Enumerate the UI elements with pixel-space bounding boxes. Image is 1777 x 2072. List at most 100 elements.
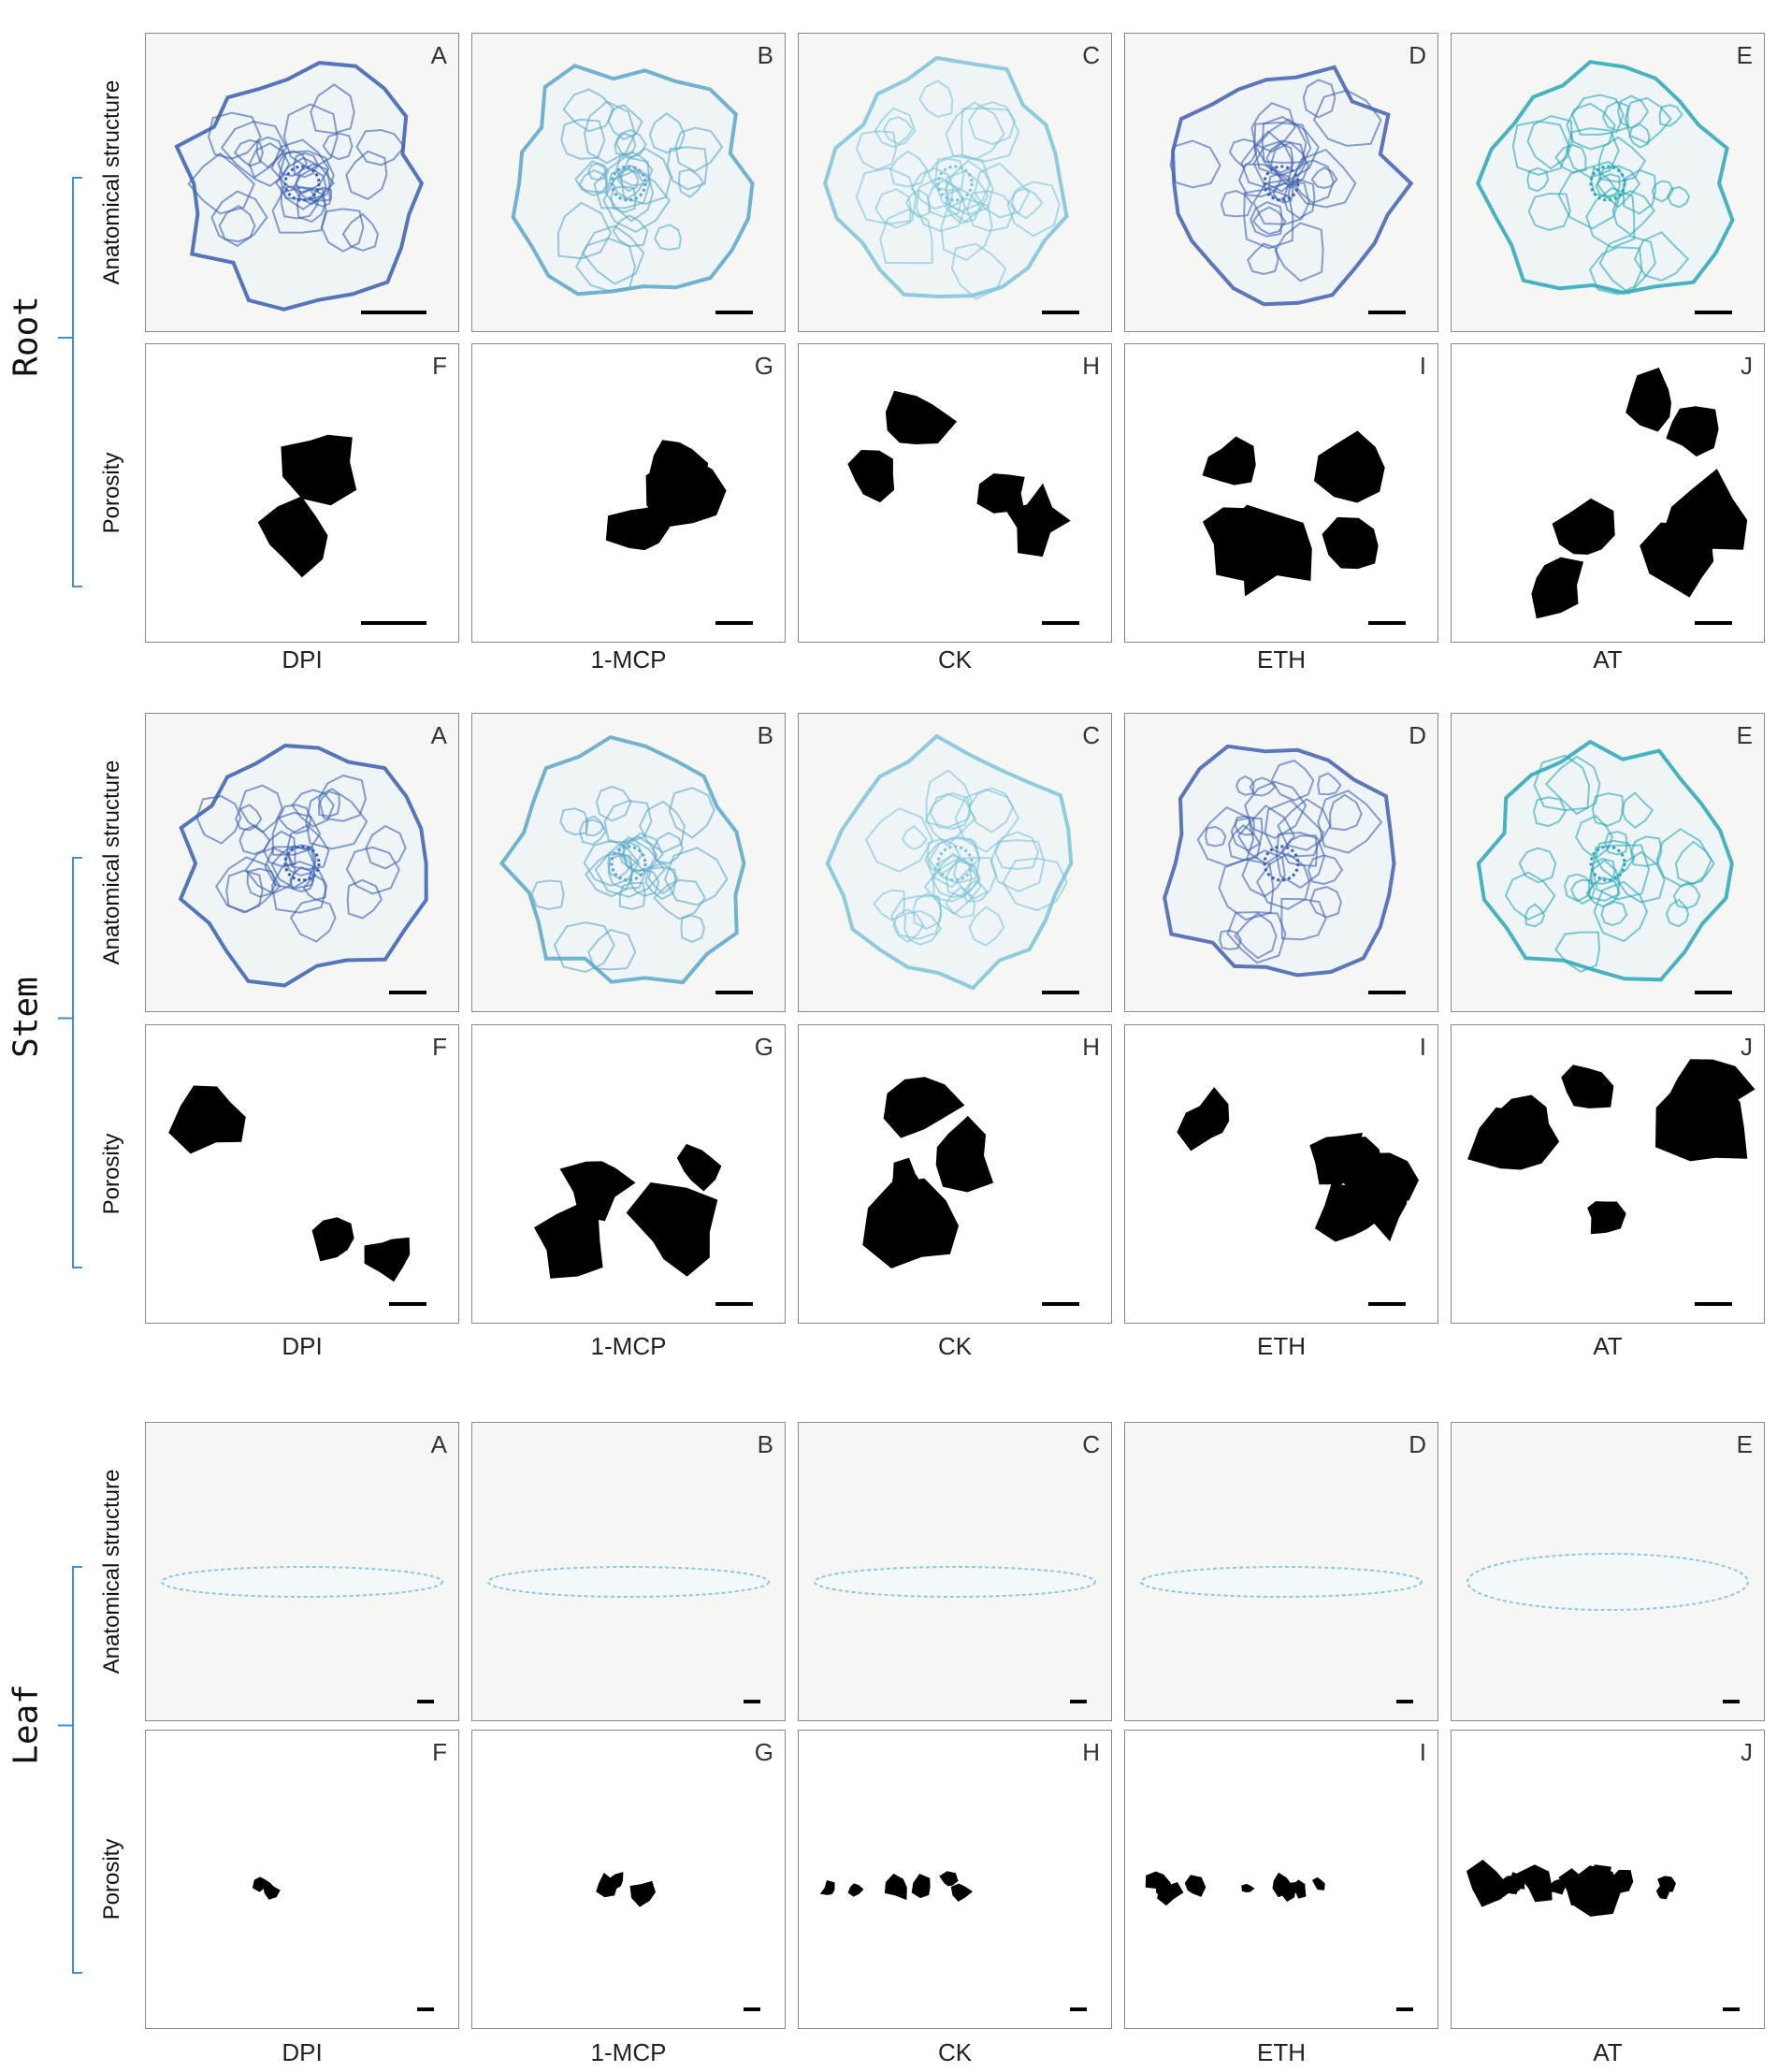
panel-letter: C xyxy=(1082,721,1100,749)
micrograph: C xyxy=(798,713,1112,1012)
image xyxy=(814,1566,1096,1703)
micrograph: C xyxy=(798,1422,1112,1721)
panel-letter: F xyxy=(432,1738,447,1766)
image xyxy=(174,61,426,314)
porosity-map: J xyxy=(1451,1730,1765,2029)
micrograph: A xyxy=(145,1422,459,1721)
micrograph: E xyxy=(1451,1422,1765,1721)
image xyxy=(1466,1860,1740,2011)
row-label: Porosity xyxy=(99,452,124,534)
image xyxy=(1202,430,1406,625)
panel-letter: G xyxy=(754,1033,773,1061)
section-label: Leaf xyxy=(7,1683,46,1765)
image xyxy=(178,744,428,994)
image xyxy=(257,434,426,625)
panel-letter: D xyxy=(1409,41,1426,69)
row-label: Anatomical structure xyxy=(99,1469,124,1674)
micrograph: C xyxy=(798,33,1112,332)
column-label: ETH xyxy=(1257,2038,1306,2066)
panel-letter: D xyxy=(1409,721,1426,749)
image xyxy=(1476,739,1734,994)
micrograph: E xyxy=(1451,33,1765,332)
row-label: Porosity xyxy=(99,1133,124,1215)
image xyxy=(161,1566,443,1703)
image xyxy=(862,1077,1079,1306)
panel-letter: F xyxy=(432,352,447,380)
panel-letter: A xyxy=(430,721,447,749)
panel-letter: I xyxy=(1419,1033,1426,1061)
column-label: AT xyxy=(1593,2038,1623,2066)
panel-letter: F xyxy=(432,1033,447,1061)
row-label: Porosity xyxy=(99,1838,124,1920)
panel-letter: B xyxy=(757,1430,773,1458)
porosity-map: G xyxy=(471,1024,786,1324)
image xyxy=(1140,1566,1423,1703)
image xyxy=(1466,1553,1749,1703)
micrograph: B xyxy=(471,713,786,1012)
micrograph: A xyxy=(145,713,459,1012)
column-label: DPI xyxy=(282,1332,323,1360)
panel-letter: C xyxy=(1082,1430,1100,1458)
panel-letter: G xyxy=(754,1738,773,1766)
panel-letter: J xyxy=(1741,352,1753,380)
column-label: CK xyxy=(937,2038,973,2066)
panel-letter: I xyxy=(1419,352,1426,380)
micrograph: D xyxy=(1124,1422,1438,1721)
porosity-map: H xyxy=(798,1024,1112,1324)
image xyxy=(596,1872,760,2011)
image xyxy=(819,1871,1087,2011)
panel-letter: J xyxy=(1741,1738,1753,1766)
column-label: ETH xyxy=(1257,645,1306,674)
image xyxy=(1531,368,1748,625)
porosity-map: J xyxy=(1451,343,1765,643)
bracket xyxy=(58,177,82,587)
column-label: ETH xyxy=(1257,1332,1306,1360)
porosity-map: H xyxy=(798,343,1112,643)
image xyxy=(511,64,755,314)
image xyxy=(605,440,753,625)
image xyxy=(252,1876,434,2011)
image xyxy=(825,733,1079,994)
panel-letter: A xyxy=(430,41,447,69)
panel-letter: I xyxy=(1419,1738,1426,1766)
porosity-map: I xyxy=(1124,343,1438,643)
image xyxy=(823,55,1079,314)
bracket xyxy=(58,857,82,1268)
column-label: 1-MCP xyxy=(590,645,667,674)
panel-letter: E xyxy=(1736,41,1753,69)
section-label: Stem xyxy=(7,976,46,1058)
image xyxy=(847,390,1079,625)
panel-letter: G xyxy=(754,352,773,380)
porosity-map: I xyxy=(1124,1730,1438,2029)
porosity-map: G xyxy=(471,343,786,643)
column-label: CK xyxy=(937,1332,973,1360)
micrograph: D xyxy=(1124,33,1438,332)
panel-letter: H xyxy=(1082,1738,1100,1766)
column-label: 1-MCP xyxy=(590,1332,667,1360)
section-label: Root xyxy=(7,296,46,377)
porosity-map: I xyxy=(1124,1024,1438,1324)
panel-letter: B xyxy=(757,721,773,749)
column-label: AT xyxy=(1593,645,1623,674)
porosity-map: J xyxy=(1451,1024,1765,1324)
panel-letter: J xyxy=(1741,1033,1753,1061)
bracket xyxy=(58,1566,82,1974)
image xyxy=(168,1085,426,1306)
panel-letter: B xyxy=(757,41,773,69)
column-label: CK xyxy=(937,645,973,674)
porosity-map: F xyxy=(145,1730,459,2029)
image xyxy=(534,1143,753,1306)
image xyxy=(1467,1059,1755,1306)
column-label: AT xyxy=(1593,1332,1623,1360)
row-label: Anatomical structure xyxy=(99,80,124,285)
column-label: 1-MCP xyxy=(590,2038,667,2066)
micrograph: E xyxy=(1451,713,1765,1012)
micrograph: B xyxy=(471,33,786,332)
panel-letter: E xyxy=(1736,721,1753,749)
image xyxy=(487,1566,770,1703)
image xyxy=(1163,744,1406,994)
micrograph: A xyxy=(145,33,459,332)
porosity-map: G xyxy=(471,1730,786,2029)
image xyxy=(498,734,753,994)
